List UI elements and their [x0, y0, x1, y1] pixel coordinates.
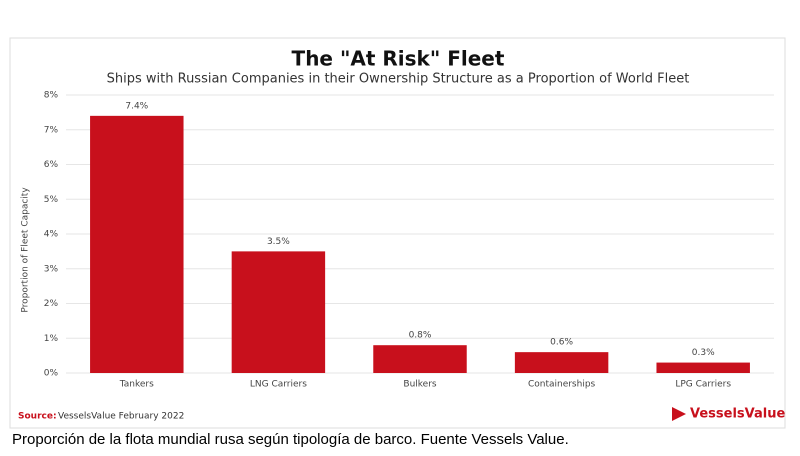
y-axis-label: Proportion of Fleet Capacity	[21, 187, 31, 313]
chart-subtitle: Ships with Russian Companies in their Ow…	[107, 72, 690, 87]
bar	[514, 352, 609, 373]
chart-title: The "At Risk" Fleet	[292, 47, 505, 71]
x-tick-label: Containerships	[528, 380, 596, 390]
x-tick-label: LNG Carriers	[250, 380, 307, 390]
y-tick-label: 7%	[44, 125, 59, 135]
value-label: 0.3%	[692, 348, 715, 358]
y-tick-label: 8%	[44, 91, 59, 101]
x-tick-label: LPG Carriers	[675, 380, 731, 390]
y-tick-label: 0%	[44, 369, 59, 379]
value-label: 7.4%	[125, 101, 148, 111]
bar	[90, 115, 184, 373]
value-label: 3.5%	[267, 237, 290, 247]
logo-icon	[672, 407, 686, 421]
y-tick-label: 1%	[44, 334, 59, 344]
y-tick-label: 3%	[44, 264, 59, 274]
bar	[373, 345, 467, 373]
y-tick-label: 5%	[44, 195, 59, 205]
bar	[656, 362, 750, 373]
y-tick-label: 2%	[44, 299, 59, 309]
source-label: Source:	[18, 412, 57, 422]
caption: Proporción de la flota mundial rusa segú…	[12, 431, 569, 448]
y-tick-label: 4%	[44, 230, 59, 240]
value-label: 0.6%	[550, 338, 573, 348]
source: VesselsValue February 2022	[58, 412, 184, 422]
logo: VesselsValue	[690, 407, 785, 422]
value-label: 0.8%	[409, 331, 432, 341]
x-tick-label: Tankers	[119, 380, 154, 390]
y-tick-label: 6%	[44, 160, 59, 170]
x-tick-label: Bulkers	[403, 380, 437, 390]
bar	[231, 251, 326, 373]
